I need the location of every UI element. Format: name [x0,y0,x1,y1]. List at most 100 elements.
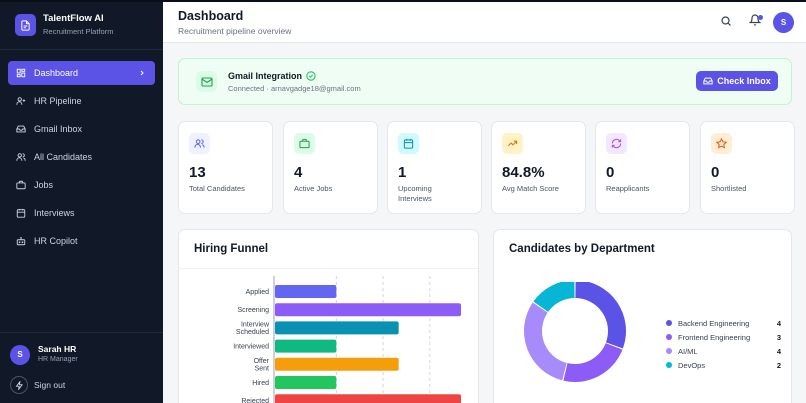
briefcase-icon [294,133,315,154]
funnel-bar [275,285,337,298]
hiring-funnel-panel: Hiring Funnel Applied Screening Interview S… [178,229,479,403]
stat-label: Avg Match Score [502,184,559,193]
sidebar-item-hr-pipeline[interactable]: HR Pipeline [8,89,155,113]
grid-lines [335,276,431,403]
stat-value: 4 [294,164,303,181]
sidebar-item-jobs[interactable]: Jobs [8,173,155,197]
sidebar-divider [0,332,163,333]
category-label: Rejected [241,398,269,403]
page-subtitle: Recruitment pipeline overview [178,26,292,36]
brand-subtitle: Recruitment Platform [43,27,114,36]
avatar: S [10,344,30,365]
legend-count: 2 [776,360,781,370]
category-label: Screening [237,307,269,314]
panel-title: Candidates by Department [509,243,655,255]
legend-label: Backend Engineering [678,318,750,328]
stat-card-total-candidates: 13 Total Candidates [178,121,273,214]
category-label: Applied [246,289,269,296]
users-icon [16,152,26,162]
legend-label: DevOps [678,360,706,370]
refresh-icon [606,133,627,154]
funnel-bar [275,303,461,317]
category-label: Interview [241,321,270,328]
trending-up-icon [502,133,523,154]
legend-swatch [666,334,672,340]
legend-label: Frontend Engineering [678,332,751,342]
user-profile[interactable]: S Sarah HR HR Manager [10,344,78,365]
sidebar-item-label: Dashboard [34,68,79,78]
users-icon [189,133,210,154]
sidebar-divider [0,49,163,50]
header: Dashboard Recruitment pipeline overview … [163,2,806,43]
inbox-icon [16,124,26,134]
legend-count: 4 [776,318,781,328]
panel-title: Hiring Funnel [194,243,269,255]
donut-slice [563,343,623,382]
gmail-title-text: Gmail Integration [228,71,303,81]
stat-label: Total Candidates [189,184,245,193]
funnel-bar [275,376,337,389]
stat-card-reapplicants: 0 Reapplicants [595,121,690,214]
sidebar-item-label: HR Pipeline [34,96,82,106]
user-plus-icon [16,96,26,106]
funnel-bar [275,339,337,353]
bell-icon[interactable] [748,13,763,27]
bot-icon [16,236,26,246]
page-title: Dashboard [178,9,244,23]
check-inbox-button[interactable]: Check Inbox [696,71,778,91]
sidebar-item-hr-copilot[interactable]: HR Copilot [8,229,155,253]
legend-count: 3 [776,332,781,342]
chevron-right-icon [138,68,146,78]
gmail-status: Connected · arnavgadge18@gmail.com [228,84,361,93]
user-name: Sarah HR [38,344,77,354]
category-label: Hired [252,380,269,387]
legend-count: 4 [776,346,781,356]
stat-card-shortlisted: 0 Shortlisted [700,121,795,214]
stat-label: Shortlisted [711,184,747,193]
window-top-edge [0,0,806,2]
legend-swatch [666,320,672,326]
stat-label: Reapplicants [606,184,650,193]
gmail-integration-banner: Gmail Integration Connected · arnavgadge… [178,58,792,105]
department-donut-chart [524,282,626,382]
avatar[interactable]: S [773,12,794,33]
sidebar-item-gmail-inbox[interactable]: Gmail Inbox [8,117,155,141]
category-label: Interviewed [233,344,269,351]
legend-swatch [666,348,672,354]
brand-title: TalentFlow AI [43,13,104,24]
check-circle-icon [306,71,316,81]
legend-item: Backend Engineering 4 [666,316,781,330]
sidebar-item-interviews[interactable]: Interviews [8,201,155,225]
donut-slice [524,302,567,381]
brand: TalentFlow AI Recruitment Platform [15,13,113,37]
calendar-icon [398,133,419,154]
category-label: Scheduled [236,329,269,336]
signout-button[interactable]: Sign out [10,376,65,394]
sidebar-item-dashboard[interactable]: Dashboard [8,61,155,85]
check-inbox-label: Check Inbox [717,76,771,86]
signout-label: Sign out [34,380,66,390]
legend-label: AI/ML [678,346,698,356]
sidebar: TalentFlow AI Recruitment Platform Dashb… [0,0,163,403]
stat-value: 13 [189,164,206,181]
legend-swatch [666,362,672,368]
stat-card-active-jobs: 4 Active Jobs [283,121,378,214]
calendar-icon [16,208,26,218]
legend-item: Frontend Engineering 3 [666,330,781,344]
stat-value: 1 [398,164,407,181]
donut-slice [575,282,626,349]
user-role: HR Manager [38,356,78,363]
sidebar-item-label: Gmail Inbox [34,124,83,134]
sidebar-item-label: Interviews [34,208,75,218]
sidebar-item-label: All Candidates [34,152,93,162]
sidebar-nav: Dashboard HR Pipeline Gmail Inbox All Ca… [8,61,155,257]
search-icon[interactable] [720,14,734,28]
legend-item: AI/ML 4 [666,344,781,358]
inbox-icon [703,77,713,85]
stat-label: Upcoming Interviews [398,184,432,203]
stat-label: Active Jobs [294,184,333,193]
sidebar-item-label: Jobs [34,180,54,190]
donut-slice [533,282,575,312]
sidebar-item-all-candidates[interactable]: All Candidates [8,145,155,169]
